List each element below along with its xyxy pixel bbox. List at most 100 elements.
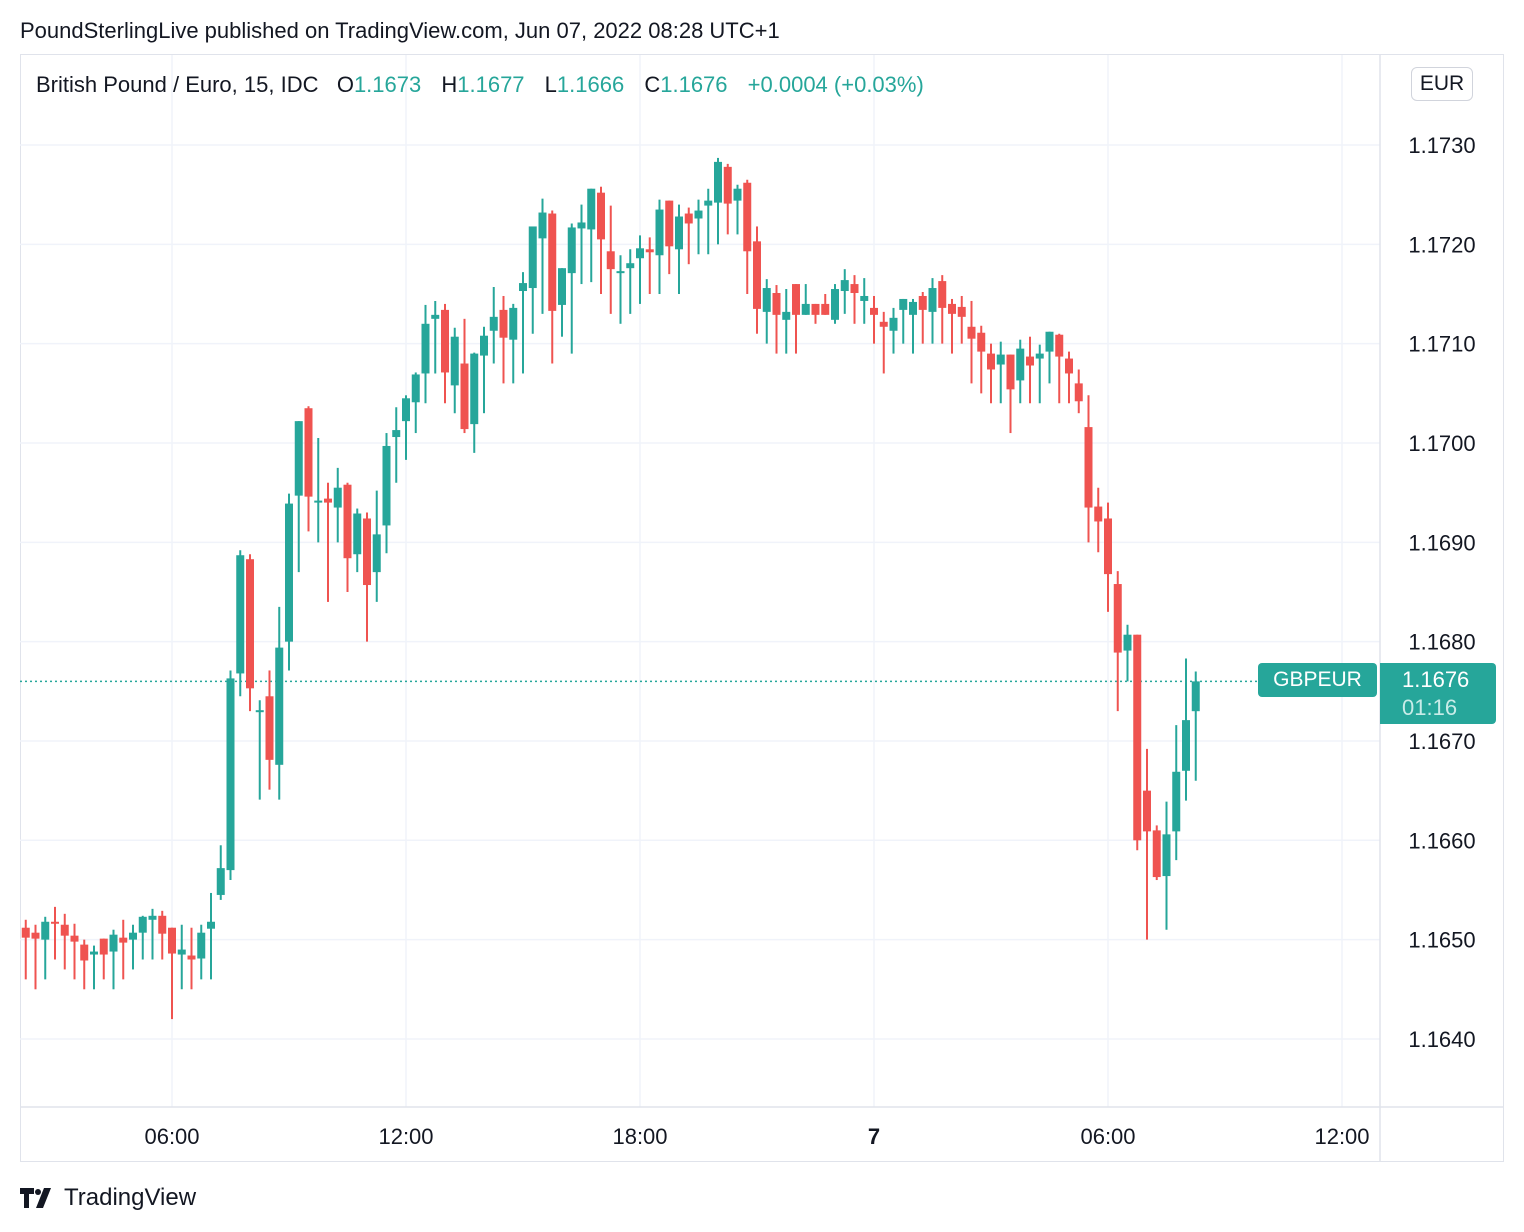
candle [207,892,215,980]
candle [1084,395,1093,543]
candle [616,255,625,324]
candle [1065,351,1073,404]
candle [480,326,488,414]
currency-button[interactable]: EUR [1411,67,1473,101]
candle-body [148,915,157,920]
candle [353,508,362,573]
tradingview-logo[interactable]: TradingView [20,1184,196,1212]
candle-body [714,161,722,203]
candle [265,670,274,790]
grid-lines [20,55,1380,1107]
candle-body [899,298,908,310]
candle-body [80,944,89,961]
x-tick-label: 06:00 [144,1124,199,1149]
candle [567,223,576,354]
symbol-price-tag: GBPEUR [1258,663,1377,697]
candle [460,318,469,434]
candle-body [879,321,888,327]
candle-body [558,268,566,305]
low-label: L [544,72,557,97]
candle [753,226,761,334]
y-tick-label: 1.1670 [1408,729,1475,754]
candle [538,198,547,314]
candle [948,298,956,354]
candle-body [1006,354,1015,390]
candle-body [353,513,362,555]
candle-body [70,935,79,942]
candle [294,421,303,573]
candle [51,906,59,960]
candle-body [51,921,59,924]
candle-body [606,251,615,270]
y-tick-label: 1.1660 [1408,828,1475,853]
candle-body [733,188,742,201]
candle-body [236,555,245,674]
open-value: 1.1673 [353,72,422,97]
candle-body [548,213,557,311]
candle-body [645,249,654,253]
candle-body [1162,834,1171,877]
candle [392,407,401,483]
symbol-title: British Pound / Euro, 15, IDC [36,72,319,97]
candle-body [158,915,167,934]
y-tick-label: 1.1720 [1408,232,1475,257]
candle-body [723,166,732,204]
candle [363,512,371,642]
candle-body [1035,353,1044,359]
candle [762,279,771,344]
candle [1162,801,1171,930]
candle [226,670,235,881]
candle [899,298,908,344]
candle-body [870,307,878,315]
candle-body [265,696,274,760]
candle [577,204,586,285]
candle [792,284,800,354]
candle [158,910,167,960]
candle [119,919,128,980]
candle-body [1055,334,1064,357]
candle [148,908,157,960]
candle-body [304,408,313,497]
candle [1123,624,1132,682]
candle [1074,369,1083,414]
candle-body [421,323,430,374]
candle-body [850,284,859,294]
candle-body [363,518,371,586]
candle-body [324,498,332,503]
y-tick-label: 1.1640 [1408,1027,1475,1052]
candle [421,304,430,404]
candle-body [109,934,118,952]
candle [129,924,137,970]
candle-body [987,353,995,370]
candle-body [480,335,488,356]
candle [821,293,830,315]
candle [187,927,196,990]
candle [548,210,557,364]
candle-body [753,241,761,309]
candle-body [343,484,352,559]
candle-body [636,248,644,259]
candle-body [782,311,791,320]
candle-body [333,487,342,508]
candle-body [450,336,459,386]
candle-body [31,932,40,939]
candle [90,945,98,990]
y-tick-label: 1.1730 [1408,133,1475,158]
candle [343,482,352,592]
candle [99,938,108,980]
candle-body [285,503,293,642]
y-tick-label: 1.1680 [1408,630,1475,655]
candle [918,292,927,344]
candle-body [382,445,391,526]
ohlc-legend: British Pound / Euro, 15, IDC O1.1673 H1… [36,72,938,98]
candle-body [489,316,498,331]
candle [1172,725,1181,861]
candle-body [499,309,508,338]
y-tick-label: 1.1700 [1408,431,1475,456]
candle [772,285,781,354]
candle [704,188,713,255]
candle-body [1045,331,1054,352]
candle-body [1016,348,1025,381]
candle [1006,354,1015,434]
